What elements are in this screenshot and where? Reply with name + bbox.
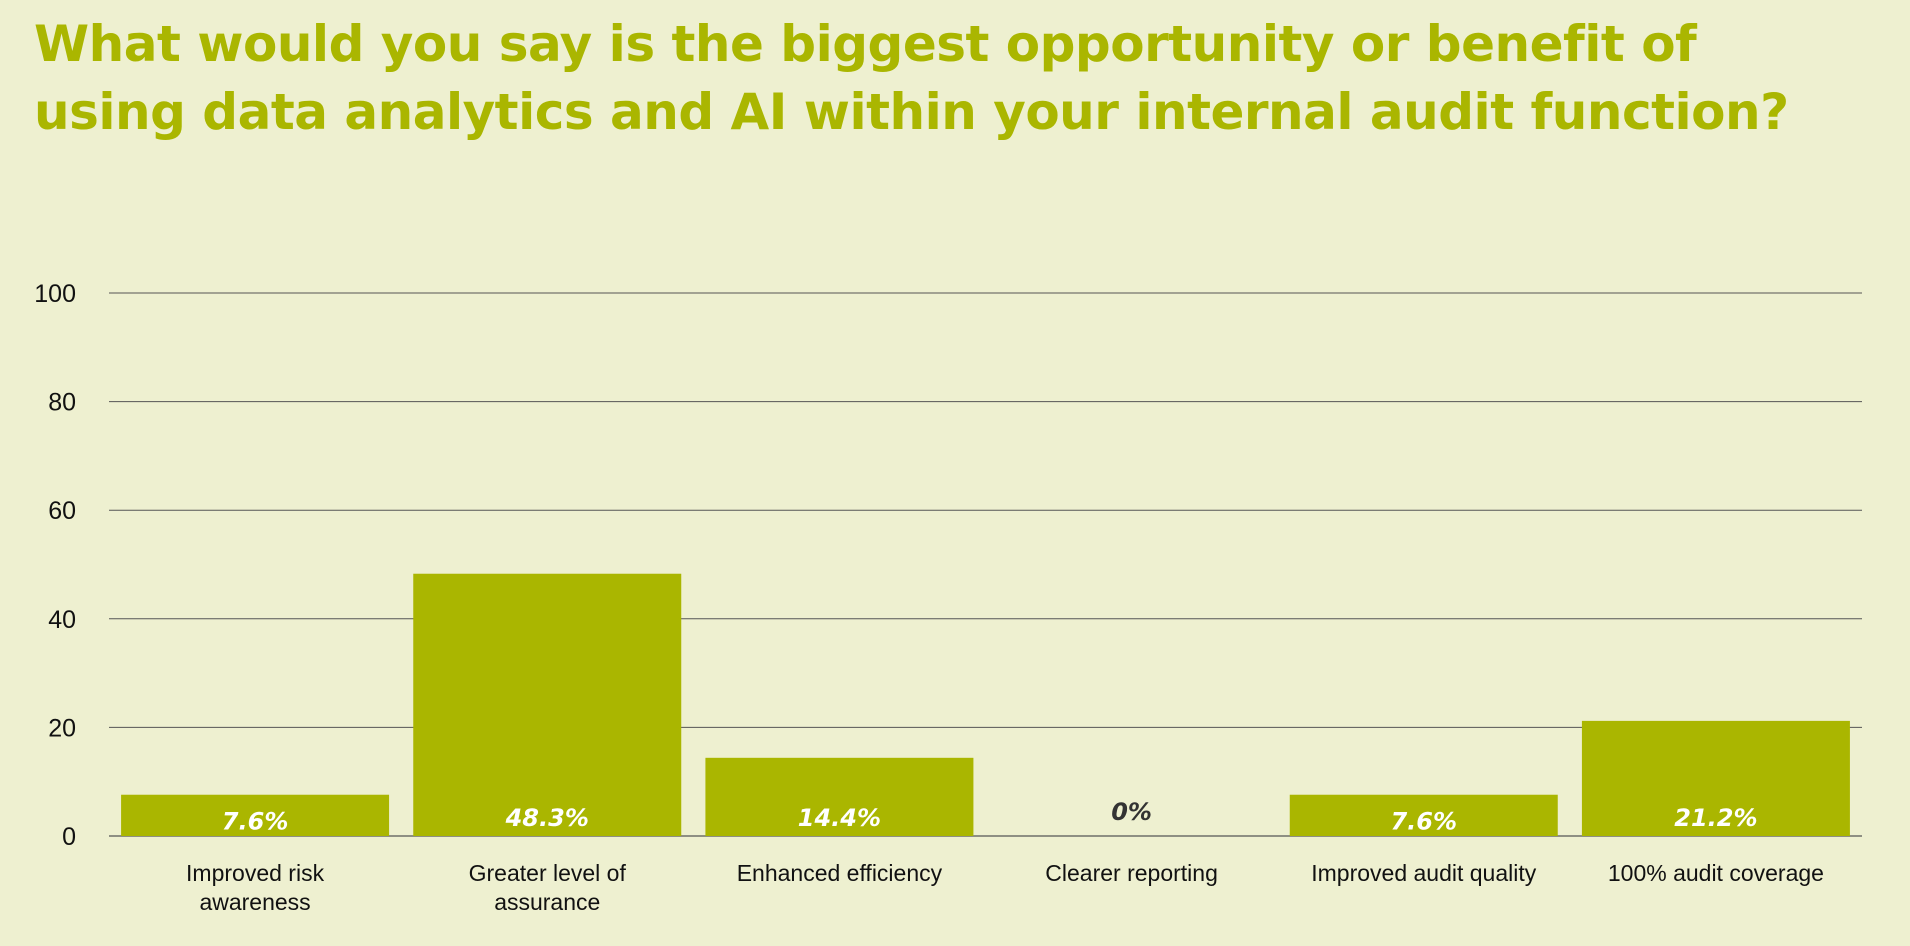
x-tick-label-line: assurance — [494, 889, 600, 915]
gridlines — [109, 292, 1862, 837]
bar — [1581, 720, 1850, 836]
x-tick-label: Greater level of assurance — [469, 860, 627, 915]
y-tick-label: 40 — [48, 606, 76, 634]
x-tick-label: 100% audit coverage — [1608, 860, 1824, 886]
x-axis-ticks: Improved risk awareness Greater level of as… — [186, 860, 1824, 915]
data-label: 21.2% — [1674, 804, 1757, 832]
bars: 7.6% 48.3% 14.4% 0% 7.6% 21.2% — [121, 573, 1850, 836]
y-tick-label: 100 — [34, 280, 76, 308]
bar — [413, 573, 682, 836]
x-tick-label-line: awareness — [199, 889, 310, 915]
chart-title-line-2: using data analytics and AI within your … — [34, 83, 1789, 141]
x-tick-label: Improved audit quality — [1311, 860, 1537, 886]
x-tick-label-line: Improved audit quality — [1311, 860, 1537, 886]
data-label: 7.6% — [1390, 808, 1457, 836]
data-label: 48.3% — [505, 804, 589, 832]
data-label: 7.6% — [222, 808, 289, 836]
y-tick-label: 20 — [48, 714, 76, 742]
bar — [705, 757, 974, 836]
y-tick-label: 60 — [48, 497, 76, 525]
bar — [121, 794, 390, 836]
x-tick-label-line: 100% audit coverage — [1608, 860, 1824, 886]
x-tick-label: Improved risk awareness — [186, 860, 325, 915]
y-tick-label: 80 — [48, 389, 76, 417]
y-tick-label: 0 — [62, 823, 76, 851]
y-axis-ticks: 0 20 40 60 80 100 — [34, 280, 76, 851]
x-tick-label-line: Improved risk — [186, 860, 325, 886]
x-tick-label-line: Clearer reporting — [1045, 860, 1218, 886]
x-tick-label: Enhanced efficiency — [737, 860, 943, 886]
chart-title: What would you say is the biggest opport… — [34, 10, 1834, 146]
x-tick-label-line: Enhanced efficiency — [737, 860, 943, 886]
x-tick-label: Clearer reporting — [1045, 860, 1218, 886]
x-tick-label-line: Greater level of — [469, 860, 627, 886]
data-label: 14.4% — [798, 804, 881, 832]
bar — [1289, 794, 1558, 836]
chart-title-line-1: What would you say is the biggest opport… — [34, 15, 1697, 73]
data-label: 0% — [1111, 798, 1152, 826]
